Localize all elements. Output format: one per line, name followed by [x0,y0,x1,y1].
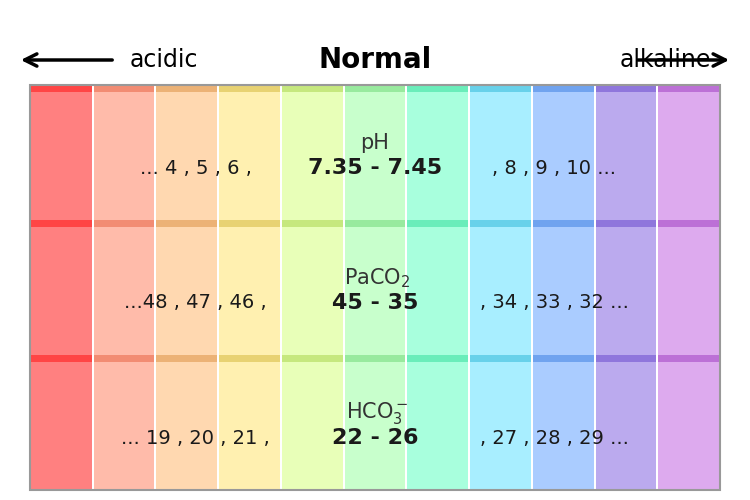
Bar [532,362,593,490]
Bar [470,85,531,92]
Bar [532,227,593,355]
Bar [157,85,218,92]
Bar [282,92,343,220]
Text: , 27 , 28 , 29 ...: , 27 , 28 , 29 ... [480,428,628,448]
Bar [470,355,531,362]
Bar [31,362,92,490]
Bar [282,362,343,490]
Text: 7.35 - 7.45: 7.35 - 7.45 [308,158,442,178]
Bar [31,92,92,220]
Bar [31,227,92,355]
Text: 45 - 35: 45 - 35 [332,293,419,313]
Bar [30,85,720,490]
Bar [219,85,280,92]
Bar [345,227,405,355]
Text: acidic: acidic [130,48,199,72]
Bar [658,355,719,362]
Text: ...48 , 47 , 46 ,: ...48 , 47 , 46 , [124,294,267,312]
Bar [407,220,468,227]
Bar [407,355,468,362]
Bar [94,227,154,355]
Bar [658,227,719,355]
Bar [345,355,405,362]
Bar [282,227,343,355]
Text: PaCO$_2$: PaCO$_2$ [344,266,410,290]
Bar [94,362,154,490]
Bar [282,355,343,362]
Bar [157,355,218,362]
Bar [219,362,280,490]
Bar [532,85,593,92]
Text: , 8 , 9 , 10 ...: , 8 , 9 , 10 ... [493,158,616,178]
Bar [345,85,405,92]
Bar [31,220,92,227]
Bar [219,227,280,355]
Bar [31,355,92,362]
Bar [470,92,531,220]
Text: ... 19 , 20 , 21 ,: ... 19 , 20 , 21 , [122,428,270,448]
Bar [658,92,719,220]
Bar [470,362,531,490]
Bar [470,220,531,227]
Bar [532,220,593,227]
Bar [94,92,154,220]
Bar [219,355,280,362]
Bar [219,220,280,227]
Bar [157,362,218,490]
Bar [345,362,405,490]
Bar [407,85,468,92]
Bar [407,362,468,490]
Bar [345,92,405,220]
Text: HCO$_3^-$: HCO$_3^-$ [346,400,408,426]
Bar [94,85,154,92]
Text: Normal: Normal [318,46,432,74]
Bar [658,220,719,227]
Bar [532,92,593,220]
Bar [282,85,343,92]
Text: 22 - 26: 22 - 26 [332,428,419,448]
Bar [658,362,719,490]
Bar [94,220,154,227]
Bar [94,355,154,362]
Bar [596,92,656,220]
Bar [470,227,531,355]
Bar [532,355,593,362]
Bar [407,227,468,355]
Bar [157,227,218,355]
Bar [157,220,218,227]
Bar [596,227,656,355]
Bar [345,220,405,227]
Bar [407,92,468,220]
Bar [157,92,218,220]
Bar [596,362,656,490]
Text: , 34 , 33 , 32 ...: , 34 , 33 , 32 ... [480,294,628,312]
Text: ... 4 , 5 , 6 ,: ... 4 , 5 , 6 , [140,158,251,178]
Text: pH: pH [361,133,389,153]
Bar [219,92,280,220]
Bar [596,220,656,227]
Bar [282,220,343,227]
Bar [596,85,656,92]
Bar [596,355,656,362]
Text: alkaline: alkaline [620,48,711,72]
Bar [658,85,719,92]
Bar [31,85,92,92]
